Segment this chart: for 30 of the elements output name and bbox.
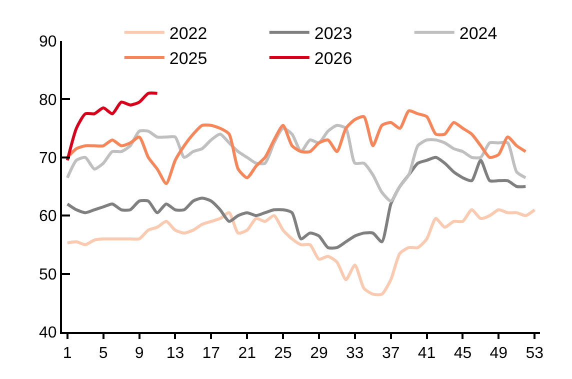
legend-label: 2022 <box>169 24 208 43</box>
line-series <box>66 109 528 186</box>
x-tick-label: 1 <box>62 345 72 362</box>
x-tick-label: 25 <box>274 345 292 362</box>
x-tick-label: 41 <box>418 345 436 362</box>
x-tick-label: 29 <box>310 345 328 362</box>
legend-label: 2023 <box>314 24 352 43</box>
line-series <box>66 124 528 203</box>
legend-label: 2026 <box>314 49 352 68</box>
x-tick-label: 53 <box>526 345 544 362</box>
y-tick-label: 70 <box>39 150 57 167</box>
x-tick-label: 21 <box>238 345 256 362</box>
line-series <box>66 208 536 296</box>
x-tick-label: 37 <box>382 345 400 362</box>
x-tick-label: 33 <box>346 345 364 362</box>
legend-label: 2025 <box>169 49 208 68</box>
y-tick-label: 50 <box>39 266 57 284</box>
y-tick-label: 60 <box>39 208 57 226</box>
x-tick-label: 9 <box>134 345 144 362</box>
x-tick-label: 17 <box>202 345 220 362</box>
y-tick-label: 90 <box>39 34 57 51</box>
y-tick-label: 80 <box>39 92 57 109</box>
y-tick-label: 40 <box>39 324 57 342</box>
line-series <box>66 92 159 162</box>
x-tick-label: 5 <box>98 345 108 362</box>
line-series <box>66 156 528 250</box>
x-tick-label: 13 <box>166 345 184 362</box>
x-tick-label: 49 <box>490 345 508 362</box>
x-tick-label: 45 <box>454 345 472 362</box>
legend-label: 2024 <box>459 24 498 43</box>
